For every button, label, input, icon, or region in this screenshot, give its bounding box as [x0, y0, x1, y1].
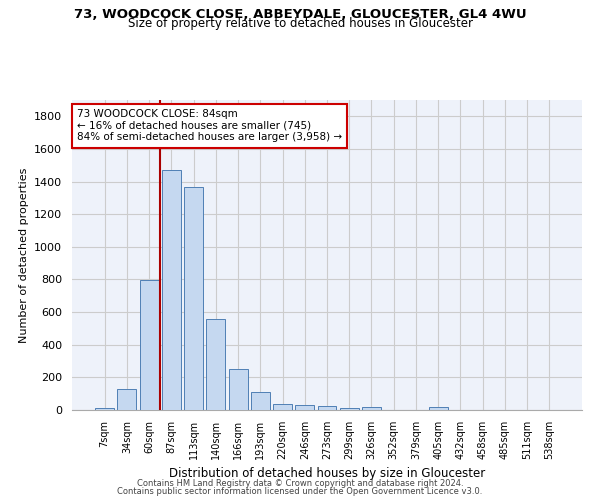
Bar [317, 406, 337, 410]
Bar [162, 170, 181, 410]
Text: 73 WOODCOCK CLOSE: 84sqm
← 16% of detached houses are smaller (745)
84% of semi-: 73 WOODCOCK CLOSE: 84sqm ← 16% of detach… [77, 110, 342, 142]
Bar [206, 318, 225, 410]
Text: Size of property relative to detached houses in Gloucester: Size of property relative to detached ho… [128, 18, 473, 30]
Text: Contains HM Land Registry data © Crown copyright and database right 2024.: Contains HM Land Registry data © Crown c… [137, 478, 463, 488]
Bar [184, 188, 203, 410]
Bar [251, 392, 270, 410]
Bar [118, 389, 136, 410]
X-axis label: Distribution of detached houses by size in Gloucester: Distribution of detached houses by size … [169, 468, 485, 480]
Bar [140, 280, 158, 410]
Bar [273, 404, 292, 410]
Bar [362, 406, 381, 410]
Bar [340, 408, 359, 410]
Bar [295, 405, 314, 410]
Bar [95, 408, 114, 410]
Bar [229, 369, 248, 410]
Y-axis label: Number of detached properties: Number of detached properties [19, 168, 29, 342]
Text: Contains public sector information licensed under the Open Government Licence v3: Contains public sector information licen… [118, 487, 482, 496]
Bar [429, 406, 448, 410]
Text: 73, WOODCOCK CLOSE, ABBEYDALE, GLOUCESTER, GL4 4WU: 73, WOODCOCK CLOSE, ABBEYDALE, GLOUCESTE… [74, 8, 526, 20]
